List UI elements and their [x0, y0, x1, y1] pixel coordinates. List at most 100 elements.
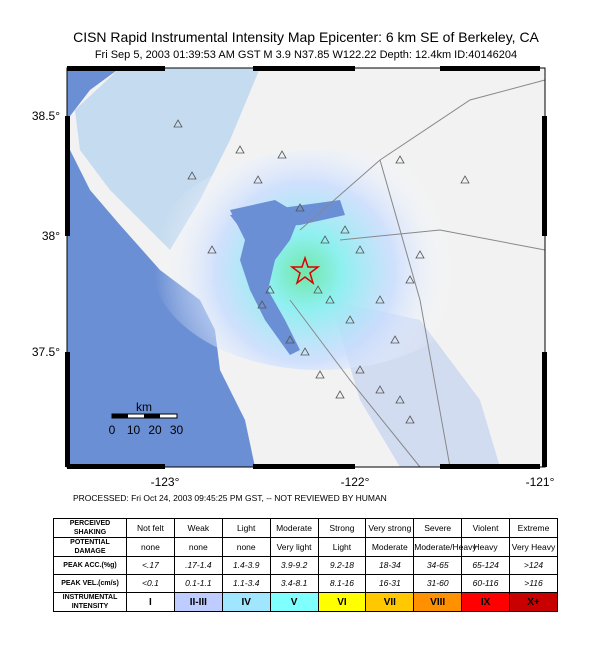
station	[235, 145, 245, 154]
legend-cell: IV	[221, 592, 271, 612]
legend-cell: IX	[461, 592, 510, 612]
scale-label: 10	[127, 423, 141, 437]
station	[340, 225, 350, 234]
legend-cell: Light	[317, 537, 367, 557]
bay	[230, 200, 345, 228]
legend-cell: X+	[509, 592, 558, 612]
longitude-label: -123°	[151, 475, 180, 489]
station	[257, 300, 267, 309]
legend-cell: Severe	[413, 518, 463, 538]
legend-cell: 1.1-3.4	[221, 574, 271, 593]
legend-cell: V	[269, 592, 319, 612]
legend-cell: Moderate	[269, 518, 319, 538]
legend-cell: VII	[365, 592, 415, 612]
legend-cell: none	[221, 537, 271, 557]
scale-label: 30	[170, 423, 184, 437]
legend-cell: Not felt	[126, 518, 175, 538]
legend-cell: >116	[509, 574, 558, 593]
longitude-label: -122°	[341, 475, 370, 489]
station	[313, 285, 323, 294]
title: CISN Rapid Instrumental Intensity Map Ep…	[73, 29, 539, 45]
subtitle: Fri Sep 5, 2003 01:39:53 AM GST M 3.9 N3…	[95, 49, 517, 61]
station	[345, 315, 355, 324]
station	[335, 390, 345, 399]
row-header: PERCEIVED SHAKING	[53, 518, 127, 538]
station	[295, 203, 305, 212]
station	[253, 175, 263, 184]
legend-cell: Very Heavy	[509, 537, 558, 557]
station	[277, 150, 287, 159]
station	[325, 295, 335, 304]
station	[460, 175, 470, 184]
row-header: INSTRUMENTAL INTENSITY	[53, 592, 127, 612]
map-figure: CISN Rapid Instrumental Intensity Map Ep…	[32, 29, 555, 503]
scale-label: 0	[109, 423, 116, 437]
legend-cell: Very strong	[365, 518, 415, 538]
scale-unit: km	[136, 400, 152, 414]
scale-bar	[144, 414, 160, 418]
legend-row: POTENTIAL DAMAGE none none none Very light Li…	[53, 537, 558, 557]
station	[405, 415, 415, 424]
legend-cell: Strong	[317, 518, 367, 538]
station	[265, 285, 275, 294]
legend-cell: 18-34	[365, 556, 415, 575]
legend-cell: 34-65	[413, 556, 463, 575]
intensity-legend: PERCEIVED SHAKING Not felt Weak Light Modera…	[53, 518, 558, 612]
legend-cell: 9.2-18	[317, 556, 367, 575]
legend-row: INSTRUMENTAL INTENSITY I II-III IV V VI VII VII…	[53, 592, 558, 612]
station	[300, 347, 310, 356]
legend-cell: Violent	[461, 518, 510, 538]
terrain	[75, 68, 260, 250]
intensity-contour	[150, 150, 490, 370]
legend-cell: none	[173, 537, 223, 557]
legend-cell: 3.4-8.1	[269, 574, 319, 593]
station	[320, 235, 330, 244]
legend-cell: Extreme	[509, 518, 558, 538]
station	[207, 245, 217, 254]
legend-cell: none	[126, 537, 175, 557]
roads	[289, 79, 546, 468]
station	[173, 119, 183, 128]
legend-cell: 31-60	[413, 574, 463, 593]
legend-cell: Weak	[173, 518, 223, 538]
latitude-label: 37.5°	[32, 345, 60, 359]
legend-cell: Moderate/Heavy	[413, 537, 477, 557]
legend-cell: I	[126, 592, 175, 612]
legend-row: PERCEIVED SHAKING Not felt Weak Light Modera…	[53, 518, 558, 538]
processed-note: PROCESSED: Fri Oct 24, 2003 09:45:25 PM …	[73, 493, 387, 503]
legend-cell: Light	[221, 518, 271, 538]
station	[375, 295, 385, 304]
row-header: PEAK ACC.(%g)	[53, 556, 127, 575]
legend-cell: <0.1	[126, 574, 175, 593]
station	[355, 365, 365, 374]
map-frame	[65, 66, 547, 469]
station	[355, 245, 365, 254]
longitude-label: -121°	[526, 475, 555, 489]
station	[187, 171, 197, 180]
station	[415, 250, 425, 259]
station	[395, 395, 405, 404]
legend-cell: <.17	[126, 556, 175, 575]
station	[285, 335, 295, 344]
legend-cell: 0.1-1.1	[173, 574, 223, 593]
legend-cell: 60-116	[461, 574, 510, 593]
station	[390, 335, 400, 344]
legend-cell: 3.9-9.2	[269, 556, 319, 575]
epicenter	[289, 255, 321, 285]
map: km	[65, 66, 547, 469]
legend-cell: VI	[317, 592, 367, 612]
legend-cell: II-III	[173, 592, 223, 612]
row-header: PEAK VEL.(cm/s)	[53, 574, 127, 593]
legend-cell: VIII	[413, 592, 463, 612]
legend-cell: .17-1.4	[173, 556, 223, 575]
legend-row: PEAK ACC.(%g) <.17.17-1.4 1.4-3.9 3.9-9.2 9.…	[53, 556, 558, 575]
scale-bar	[112, 414, 128, 418]
latitude-label: 38°	[42, 229, 60, 243]
legend-cell: 16-31	[365, 574, 415, 593]
station	[375, 385, 385, 394]
legend-cell: >124	[509, 556, 558, 575]
legend-cell: Moderate	[365, 537, 415, 557]
station	[315, 370, 325, 379]
legend-cell: 8.1-16	[317, 574, 367, 593]
